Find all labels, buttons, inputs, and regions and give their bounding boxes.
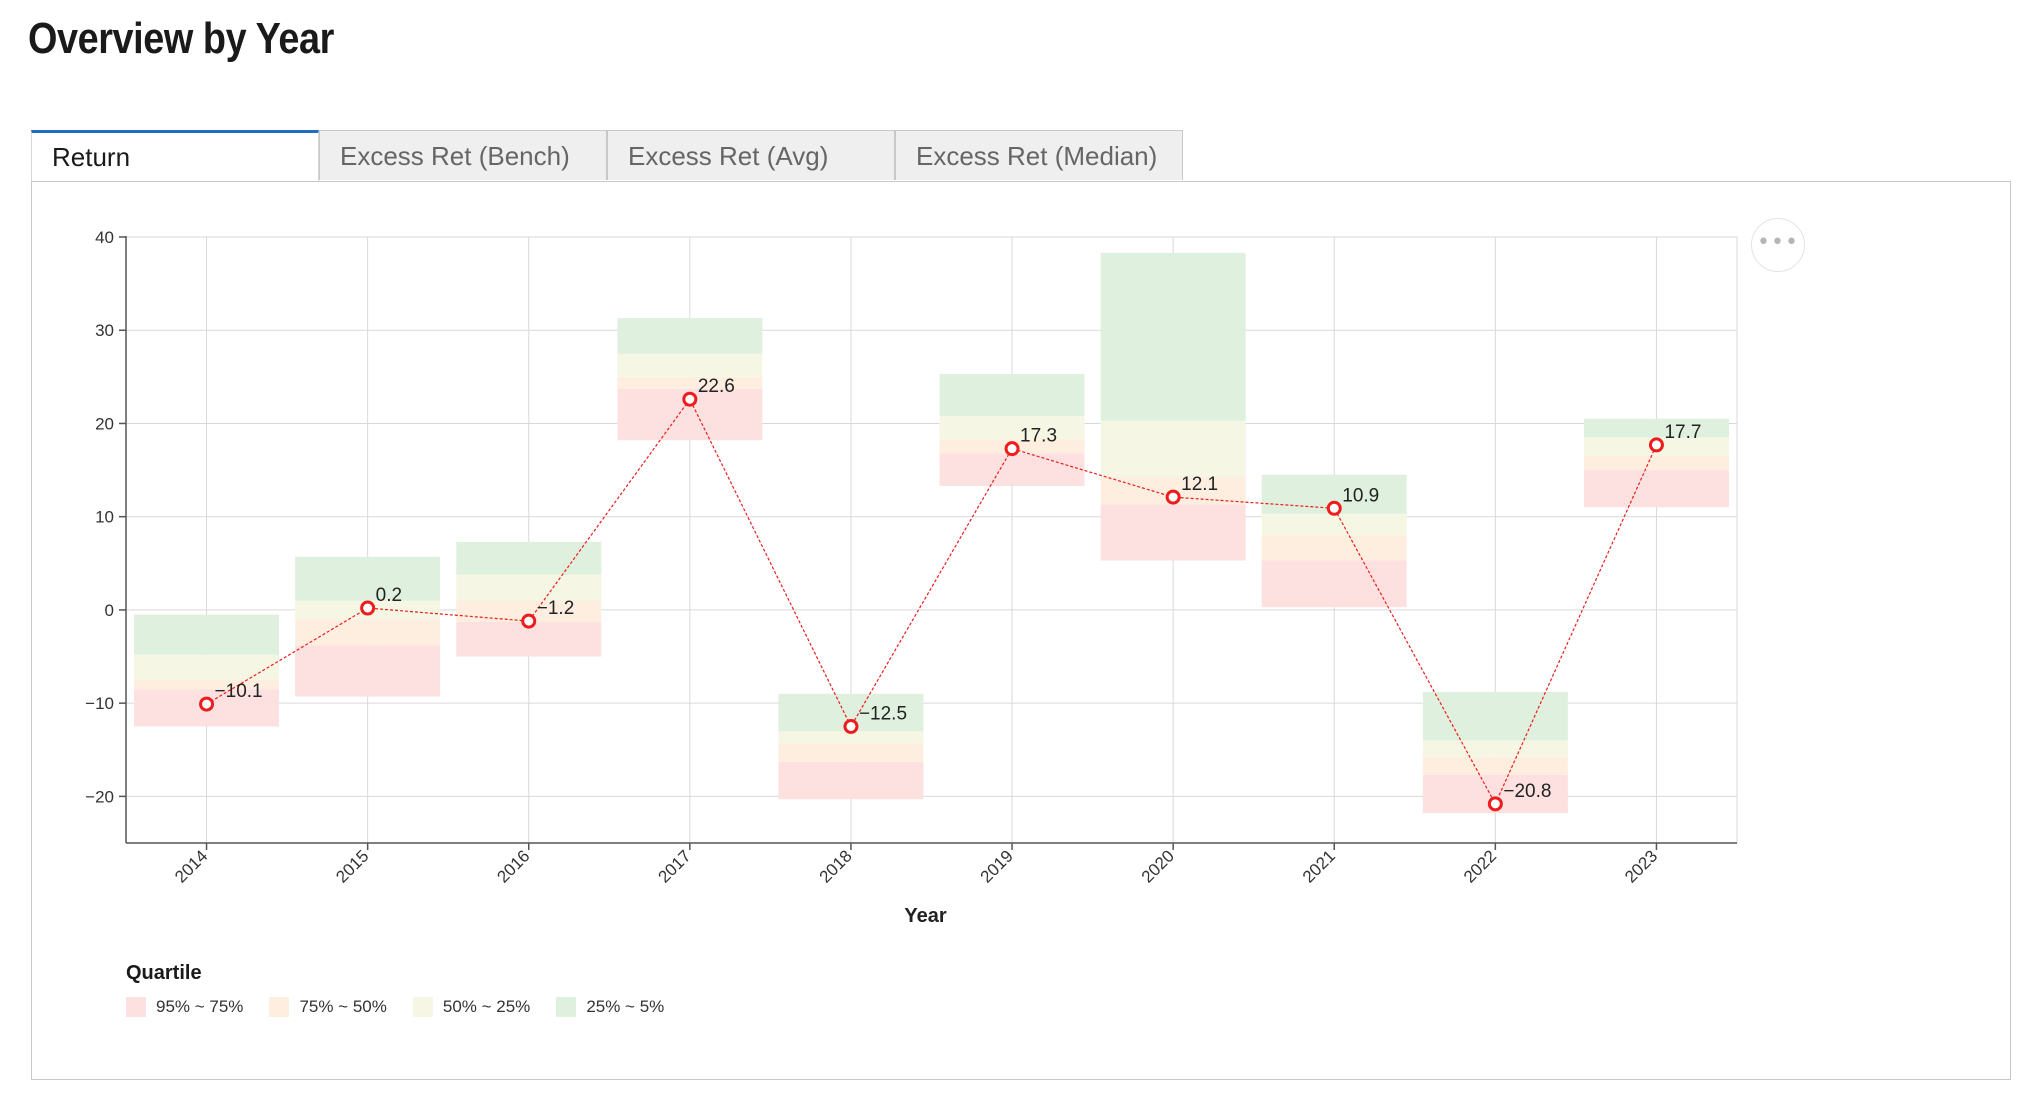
quartile-band [778,761,924,800]
y-tick-label: 20 [95,414,114,433]
quartile-band [134,654,280,680]
quartile-band [1100,420,1246,477]
quartile-band [778,731,924,744]
page-title: Overview by Year [28,14,334,63]
y-tick-label: −20 [85,787,114,806]
data-point [521,613,537,629]
quartile-band [617,318,763,354]
data-label: 10.9 [1342,485,1379,506]
quartile-band [778,743,924,762]
quartile-band [1261,535,1407,561]
data-point [682,391,698,407]
x-tick-label: 2017 [654,846,694,886]
quartile-band [456,541,602,575]
quartile-band [939,416,1085,440]
data-label: 17.7 [1664,422,1701,443]
data-point [1004,441,1020,457]
x-tick-label: 2021 [1299,846,1339,886]
quartile-band [617,376,763,389]
legend-swatch [556,997,577,1017]
y-tick-label: 40 [95,228,114,247]
tab-excess-ret-avg[interactable]: Excess Ret (Avg) [607,130,895,180]
x-tick-label: 2020 [1138,846,1178,886]
quartile-band [939,374,1085,417]
quartile-band [939,453,1085,486]
x-tick-label: 2018 [816,846,856,886]
data-label: 12.1 [1181,474,1218,495]
y-tick-label: 30 [95,321,114,340]
tab-bar: Return Excess Ret (Bench) Excess Ret (Av… [31,130,1183,182]
quartile-band [1583,470,1729,508]
quartile-band [1583,456,1729,471]
data-point [1326,500,1342,516]
data-point [1648,437,1664,453]
legend-label: 25% ~ 5% [586,997,665,1016]
tab-excess-ret-bench[interactable]: Excess Ret (Bench) [319,130,607,180]
y-tick-label: −10 [85,694,114,713]
data-point [1487,796,1503,812]
quartile-band [134,679,280,690]
series-line [206,398,1657,806]
chart-menu-button[interactable]: ••• [1751,218,1805,272]
x-tick-label: 2016 [493,846,533,886]
x-tick-label: 2019 [977,846,1017,886]
x-tick-label: 2023 [1621,846,1661,886]
legend-label: 95% ~ 75% [156,997,244,1016]
x-tick-label: 2014 [171,846,211,886]
data-point [199,696,215,712]
y-tick-label: 10 [95,508,114,527]
legend-item-50-25: 50% ~ 25% [412,997,531,1017]
quartile-band [1261,513,1407,536]
quartile-band [456,600,602,623]
legend-label: 75% ~ 50% [299,997,387,1016]
quartile-band [1583,418,1729,438]
quartile-band [134,614,280,655]
legend-swatch [412,997,433,1017]
x-axis-title: Year [904,905,946,927]
quartile-band [295,619,441,646]
data-label: 22.6 [698,376,735,397]
tab-excess-ret-median[interactable]: Excess Ret (Median) [895,130,1183,180]
data-label: −10.1 [215,681,263,702]
quartile-band [1422,757,1568,775]
legend-swatch [126,997,146,1017]
data-point [360,600,376,616]
data-point [843,718,859,734]
quartile-band [617,353,763,377]
legend-label: 50% ~ 25% [442,997,531,1016]
legend-swatch [269,997,290,1017]
quartile-band [1422,691,1568,741]
quartile-band [456,574,602,601]
quartile-band [1422,740,1568,758]
x-tick-label: 2015 [332,846,372,886]
quartile-band [295,556,441,601]
y-tick-label: 0 [105,601,114,620]
quartile-band [295,645,441,697]
legend-item-25-5: 25% ~ 5% [556,997,664,1017]
data-label: −1.2 [537,598,575,619]
quartile-legend: Quartile 95% ~ 75% 75% ~ 50% 50% ~ 25% 2… [126,962,690,1017]
quartile-band [1100,504,1246,561]
legend-title: Quartile [126,962,202,984]
tab-return[interactable]: Return [31,130,319,182]
legend-item-95-75: 95% ~ 75% [126,997,243,1017]
ellipsis-icon: ••• [1757,230,1799,255]
legend-item-75-50: 75% ~ 50% [269,997,387,1017]
x-tick-label: 2022 [1460,846,1500,886]
data-label: −20.8 [1503,781,1551,802]
quartile-band [1261,560,1407,608]
data-label: 0.2 [376,585,402,606]
data-label: 17.3 [1020,426,1057,447]
data-label: −12.5 [859,703,907,724]
data-point [1165,489,1181,505]
quartile-band [1100,252,1246,421]
